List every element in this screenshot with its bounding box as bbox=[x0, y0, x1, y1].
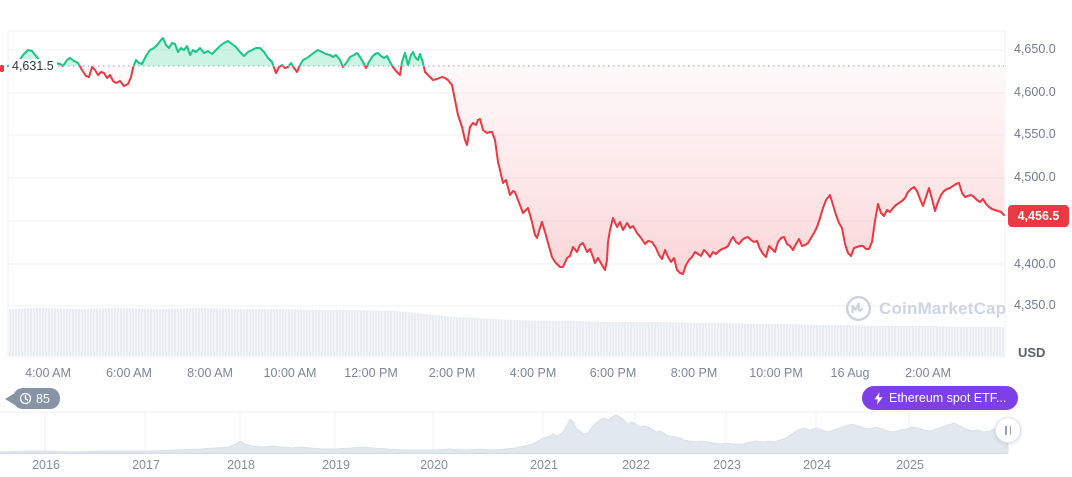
y-axis-label: 4,600.0 bbox=[1014, 85, 1056, 99]
navigator-year-label: 2022 bbox=[622, 458, 650, 472]
x-axis-label: 6:00 AM bbox=[106, 366, 152, 380]
x-axis-label: 2:00 PM bbox=[428, 366, 476, 380]
handle-grip-icon bbox=[1005, 425, 1007, 435]
currency-label: USD bbox=[1018, 345, 1046, 360]
baseline-price-label: 4,631.5 bbox=[9, 59, 57, 74]
events-count: 85 bbox=[36, 391, 50, 406]
y-axis-label: 4,400.0 bbox=[1014, 257, 1056, 271]
x-axis-label: 10:00 AM bbox=[263, 366, 317, 380]
handle-grip-icon bbox=[1009, 425, 1011, 435]
y-axis-label: 4,350.0 bbox=[1014, 298, 1056, 312]
navigator-year-label: 2024 bbox=[803, 458, 831, 472]
navigator-year-label: 2020 bbox=[420, 458, 448, 472]
current-price-value: 4,456.5 bbox=[1017, 209, 1060, 223]
event-annotation-label: Ethereum spot ETF... bbox=[889, 391, 1007, 405]
watermark: CoinMarketCap bbox=[845, 295, 1006, 322]
watermark-text: CoinMarketCap bbox=[879, 298, 1007, 318]
navigator-year-label: 2016 bbox=[32, 458, 60, 472]
x-axis-label: 4:00 PM bbox=[509, 366, 557, 380]
navigator-year-label: 2023 bbox=[713, 458, 741, 472]
x-axis-label: 10:00 PM bbox=[749, 366, 803, 380]
x-axis-label: 6:00 PM bbox=[589, 366, 637, 380]
history-clock-icon bbox=[19, 392, 32, 405]
event-annotation-badge[interactable]: Ethereum spot ETF... bbox=[862, 386, 1019, 410]
y-axis-label: 4,650.0 bbox=[1014, 42, 1056, 56]
navigator-year-label: 2021 bbox=[530, 458, 558, 472]
baseline-marker bbox=[0, 65, 4, 72]
coinmarketcap-logo-icon bbox=[845, 295, 872, 322]
x-axis-label: 8:00 AM bbox=[187, 366, 233, 380]
x-axis-label: 4:00 AM bbox=[25, 366, 71, 380]
navigator-year-label: 2017 bbox=[132, 458, 160, 472]
navigator-resize-handle[interactable] bbox=[995, 417, 1021, 443]
events-count-badge[interactable]: 85 bbox=[13, 388, 60, 409]
navigator-year-label: 2019 bbox=[322, 458, 350, 472]
y-axis-label: 4,550.0 bbox=[1014, 127, 1056, 141]
x-axis-label: 16 Aug bbox=[830, 366, 870, 380]
x-axis-label: 8:00 PM bbox=[670, 366, 718, 380]
navigator-year-label: 2025 bbox=[896, 458, 924, 472]
current-price-badge: 4,456.5 bbox=[1008, 205, 1069, 227]
x-axis-label: 12:00 PM bbox=[344, 366, 398, 380]
lightning-icon bbox=[874, 391, 883, 405]
x-axis-label: 2:00 AM bbox=[905, 366, 951, 380]
navigator-year-label: 2018 bbox=[227, 458, 255, 472]
y-axis-label: 4,500.0 bbox=[1014, 170, 1056, 184]
